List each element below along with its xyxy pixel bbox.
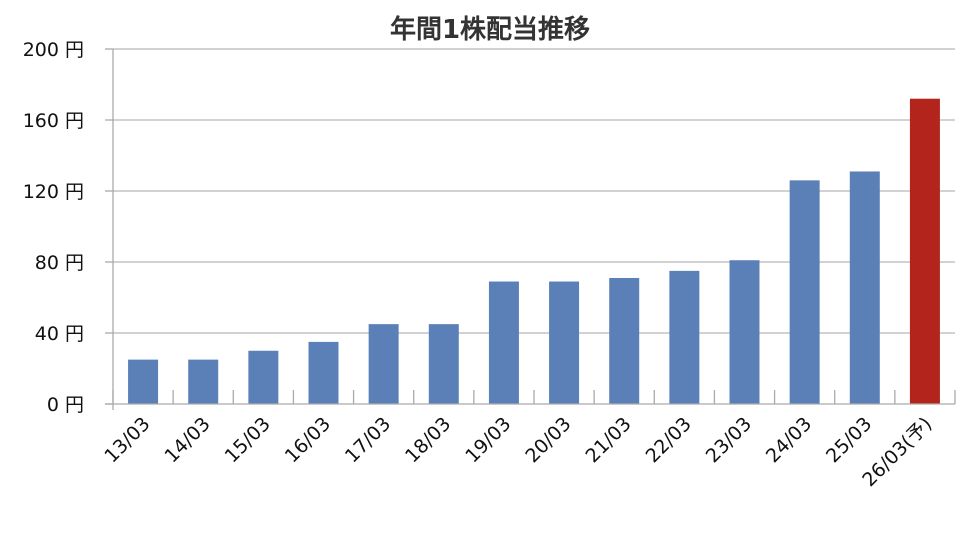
x-tick-label: 22/03 [642, 413, 696, 467]
x-tick-label: 23/03 [702, 413, 756, 467]
y-tick-label: 80 円 [35, 252, 84, 274]
x-tick-label: 21/03 [581, 413, 635, 467]
bar [428, 324, 459, 404]
x-tick-label: 16/03 [281, 413, 335, 467]
x-tick-label: 17/03 [341, 413, 395, 467]
x-tick-label: 25/03 [822, 413, 876, 467]
x-tick-label: 24/03 [762, 413, 816, 467]
bar [549, 281, 580, 404]
x-tick-label: 15/03 [221, 413, 275, 467]
bar [368, 324, 399, 404]
y-tick-label: 200 円 [23, 39, 84, 61]
y-tick-label: 120 円 [23, 181, 84, 203]
chart-title: 年間1株配当推移 [390, 14, 590, 45]
bar [308, 341, 339, 404]
x-tick-label: 20/03 [521, 413, 575, 467]
gridlines [113, 48, 955, 334]
bar [669, 270, 700, 404]
bar [609, 277, 640, 404]
y-tick-label: 0 円 [47, 394, 84, 416]
x-tick-label: 13/03 [100, 413, 154, 467]
bar [128, 359, 159, 404]
axes [105, 48, 956, 410]
bar [248, 350, 279, 404]
bar [729, 260, 760, 404]
y-tick-label: 160 円 [23, 110, 84, 132]
y-axis-ticks: 0 円 40 円 80 円 120 円 160 円 200 円 [23, 39, 84, 416]
bar [849, 171, 880, 404]
x-tick-label: 19/03 [461, 413, 515, 467]
bar [909, 98, 940, 404]
bar [188, 359, 219, 404]
x-tick-label: 18/03 [401, 413, 455, 467]
bar [488, 281, 519, 404]
bar [789, 180, 820, 404]
bars [128, 98, 940, 404]
x-tick-label: 14/03 [160, 413, 214, 467]
y-tick-label: 40 円 [35, 323, 84, 345]
x-axis-ticks: 13/03 14/03 15/03 16/03 17/03 18/03 19/03 20/03… [100, 413, 936, 491]
